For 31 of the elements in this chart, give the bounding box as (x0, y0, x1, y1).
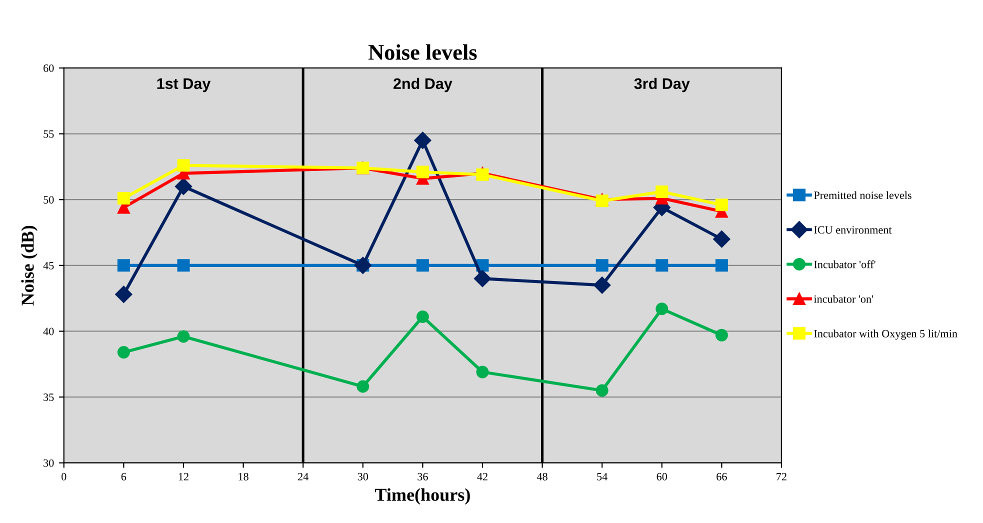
y-axis-title: Noise (dB) (21, 226, 38, 306)
x-tick-label: 24 (298, 472, 308, 480)
x-tick-label: 18 (238, 472, 248, 480)
y-tick-label: 60 (44, 64, 54, 72)
x-tick-label: 54 (597, 472, 608, 480)
annotation: 3rd Day (634, 78, 690, 92)
legend-label: Incubator 'off' (814, 260, 876, 268)
legend-label: ICU environment (814, 226, 892, 234)
legend-label: incubator 'on' (814, 294, 874, 303)
x-tick-label: 0 (62, 472, 66, 480)
x-tick-label: 30 (358, 472, 368, 480)
legend-label: Incubator with Oxygen 5 lit/min (814, 330, 958, 340)
y-tick-label: 30 (44, 459, 54, 467)
annotation: 2nd Day (394, 78, 452, 92)
x-tick-label: 42 (477, 472, 488, 480)
y-tick-label: 55 (44, 130, 54, 138)
y-tick-label: 40 (43, 328, 54, 336)
x-tick-label: 36 (418, 472, 428, 480)
y-tick-label: 45 (43, 262, 54, 270)
annotation: 1st Day (157, 78, 211, 92)
legend-label: Premitted noise levels (814, 191, 912, 200)
y-tick-label: 35 (44, 394, 54, 402)
x-axis-title: Time(hours) (374, 488, 470, 505)
chart-title: Noise levels (368, 44, 477, 60)
x-tick-label: 60 (656, 472, 668, 480)
x-tick-label: 72 (776, 472, 786, 480)
x-tick-label: 6 (121, 472, 126, 480)
x-tick-label: 48 (536, 472, 548, 480)
y-tick-label: 50 (44, 196, 54, 204)
x-tick-label: 66 (716, 472, 727, 480)
x-tick-label: 12 (178, 472, 188, 480)
